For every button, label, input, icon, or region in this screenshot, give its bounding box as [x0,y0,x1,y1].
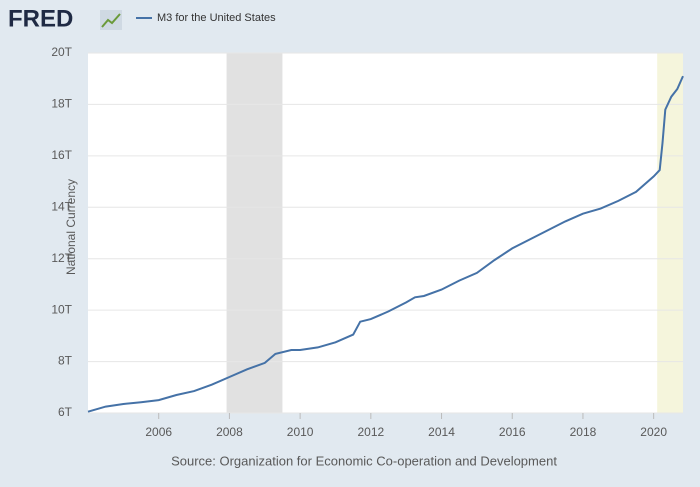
x-tick-label: 2008 [216,425,243,439]
legend-label: M3 for the United States [157,12,276,24]
logo[interactable]: FRED [8,5,73,32]
y-tick-label: 12T [51,251,72,265]
x-tick-label: 2010 [287,425,314,439]
y-tick-label: 20T [51,45,72,59]
plot-area [88,53,683,413]
x-tick-label: 2016 [499,425,526,439]
y-tick-label: 8T [58,354,73,368]
y-tick-label: 10T [51,302,72,316]
source: Source: Organization for Economic Co-ope… [171,453,557,468]
x-tick-label: 2020 [640,425,667,439]
x-tick-label: 2012 [357,425,384,439]
x-tick-label: 2014 [428,425,455,439]
logo-icon [100,10,122,30]
data-line [87,75,684,413]
y-tick-label: 14T [51,199,72,213]
y-tick-label: 16T [51,148,72,162]
shaded-period [226,53,283,413]
y-axis-label: National Currency [64,179,78,275]
y-tick-label: 6T [58,405,73,419]
x-tick-label: 2006 [145,425,172,439]
y-tick-label: 18T [51,97,72,111]
shaded-period [657,53,683,413]
x-tick-label: 2018 [570,425,597,439]
